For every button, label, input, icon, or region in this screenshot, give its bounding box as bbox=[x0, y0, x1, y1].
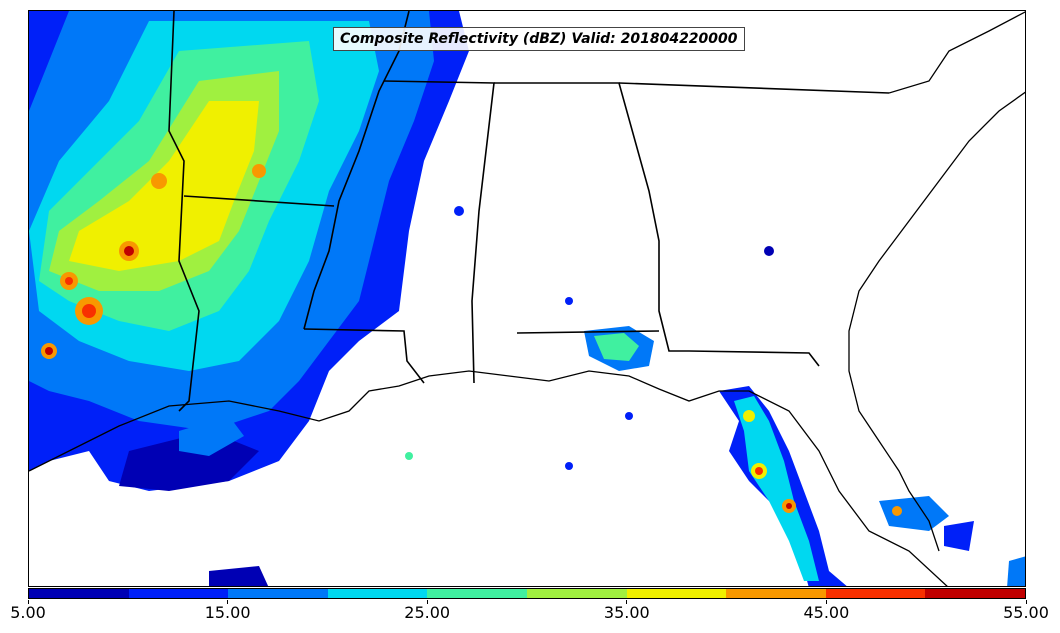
colorbar-tick bbox=[227, 600, 229, 604]
colorbar-segment bbox=[526, 589, 627, 598]
colorbar-segment bbox=[427, 589, 527, 598]
colorbar-tick bbox=[825, 600, 827, 604]
colorbar bbox=[28, 588, 1026, 599]
colorbar-tick-label: 45.00 bbox=[803, 603, 850, 622]
colorbar-tick bbox=[626, 600, 628, 604]
state-borders bbox=[168, 11, 890, 412]
map-panel: Composite Reflectivity (dBZ) Valid: 2018… bbox=[28, 10, 1026, 587]
colorbar-tick-label: 35.00 bbox=[603, 603, 650, 622]
coastline bbox=[29, 11, 1025, 586]
colorbar-segment bbox=[228, 589, 328, 598]
colorbar-tick bbox=[426, 600, 428, 604]
radar-echo-east bbox=[405, 206, 1025, 586]
colorbar-tick bbox=[1025, 600, 1027, 604]
colorbar-tick-label: 55.00 bbox=[1003, 603, 1049, 622]
colorbar-tick-label: 15.00 bbox=[204, 603, 251, 622]
radar-echo-west bbox=[29, 11, 469, 586]
colorbar-segment bbox=[128, 589, 229, 598]
colorbar-segment bbox=[726, 589, 826, 598]
colorbar-tick-label: 5.00 bbox=[10, 603, 46, 622]
colorbar-segment bbox=[29, 589, 129, 598]
colorbar-segment bbox=[327, 589, 428, 598]
colorbar-segment bbox=[626, 589, 727, 598]
colorbar-segment bbox=[925, 589, 1025, 598]
colorbar-tick bbox=[27, 600, 29, 604]
colorbar-tick-label: 25.00 bbox=[404, 603, 451, 622]
reflectivity-map bbox=[29, 11, 1025, 586]
colorbar-segment bbox=[825, 589, 926, 598]
map-title: Composite Reflectivity (dBZ) Valid: 2018… bbox=[333, 27, 745, 51]
